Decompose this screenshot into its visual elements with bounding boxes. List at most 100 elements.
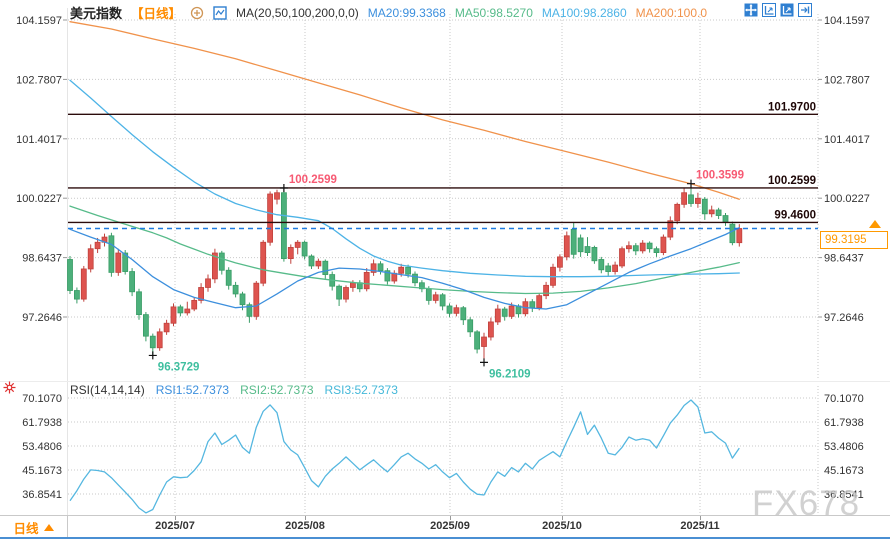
candle-body — [398, 266, 405, 274]
ma-indicator-icon[interactable] — [213, 5, 227, 20]
candle-body — [453, 307, 460, 314]
candle-body — [384, 270, 391, 282]
candle-body — [260, 241, 267, 284]
rsi-tick-right: 36.8541 — [824, 489, 864, 501]
date-tick — [450, 516, 451, 520]
extreme-marker — [148, 351, 157, 360]
ma50-value: MA50:98.5270 — [454, 5, 533, 20]
candle-body — [412, 273, 418, 284]
candle-body — [660, 236, 667, 253]
candle-body — [115, 252, 122, 273]
candle-body — [543, 284, 549, 297]
price-tick-right: 104.1597 — [824, 15, 870, 27]
candle-body — [646, 242, 653, 250]
rsi-tick-left: 61.7938 — [22, 417, 62, 429]
axis-scale-icon[interactable] — [780, 3, 794, 17]
candle-body — [239, 293, 246, 306]
crosshair-move-icon[interactable] — [744, 3, 758, 17]
low-annotation-label: 96.2109 — [489, 368, 531, 380]
ma20-value: MA20:99.3368 — [367, 5, 446, 20]
rsi-line — [69, 399, 740, 514]
date-tick — [175, 516, 176, 520]
candle-body — [701, 198, 708, 215]
period-selector[interactable]: 日线 — [0, 516, 68, 538]
candle-body — [418, 282, 425, 290]
rsi3-value: RSI3:52.7373 — [324, 383, 398, 397]
price-tick-right: 101.4017 — [824, 134, 870, 146]
candle-body — [715, 209, 722, 216]
rsi-tick-left: 70.1070 — [22, 393, 62, 405]
candle-body — [405, 266, 412, 275]
candle-body — [598, 259, 605, 271]
candle-body — [267, 193, 274, 243]
candle-body — [446, 305, 453, 314]
candle-body — [142, 314, 149, 337]
high-annotation-label: 100.3599 — [696, 170, 744, 182]
candle-body — [370, 263, 377, 273]
rsi-tick-right: 61.7938 — [824, 417, 864, 429]
candle-body — [232, 284, 239, 295]
candle-body — [722, 215, 729, 223]
ma100-value: MA100:98.2860 — [541, 5, 627, 20]
ma50-line — [69, 205, 740, 295]
candle-body — [639, 242, 646, 252]
candle-body — [349, 282, 356, 288]
price-tick-left: 98.6437 — [22, 253, 62, 265]
chart-toolbar — [744, 3, 812, 17]
candle-body — [218, 252, 225, 271]
candle-body — [632, 245, 639, 252]
candle-body — [729, 223, 736, 244]
indicator-settings-icon[interactable] — [190, 6, 204, 20]
candle-body — [343, 287, 349, 300]
pop-out-icon[interactable] — [798, 3, 812, 17]
ma20-line — [69, 227, 740, 310]
bottom-accent-line — [0, 537, 890, 539]
candle-body — [287, 247, 294, 260]
date-label: 2025/10 — [542, 520, 582, 532]
candle-body — [584, 246, 591, 253]
candle-body — [695, 197, 701, 204]
candle-body — [253, 282, 260, 317]
candle-body — [736, 228, 743, 244]
candle-body — [536, 295, 543, 309]
price-tick-right: 102.7807 — [824, 74, 870, 86]
interval-label: 【日线】 — [131, 7, 182, 21]
candle-body — [688, 194, 694, 204]
price-level-label: 100.2599 — [768, 175, 816, 187]
price-tick-left: 100.0227 — [16, 193, 62, 205]
rsi-tick-right: 70.1070 — [824, 393, 864, 405]
axis-range-icon[interactable] — [762, 3, 776, 17]
price-up-arrow-icon — [869, 220, 881, 228]
candle-body — [294, 241, 301, 248]
instrument-title: 美元指数 — [70, 6, 123, 21]
price-level-label: 101.9700 — [768, 101, 816, 113]
candle-body — [280, 192, 287, 260]
candle-body — [377, 263, 384, 272]
ma200-line — [69, 21, 740, 200]
candle-body — [177, 306, 184, 314]
candle-body — [246, 304, 253, 317]
price-level-label: 99.4600 — [774, 209, 816, 221]
date-label: 2025/07 — [155, 520, 195, 532]
candle-body — [460, 307, 467, 321]
candle-body — [481, 336, 487, 347]
period-dropdown-icon — [43, 523, 54, 531]
candle-body — [108, 235, 115, 273]
price-tick-left: 101.4017 — [16, 134, 62, 146]
candle-body — [67, 259, 73, 291]
price-tick-right: 97.2646 — [824, 312, 864, 324]
rsi-tick-left: 53.4806 — [22, 441, 62, 453]
candle-body — [301, 241, 308, 257]
date-tick — [305, 516, 306, 520]
candle-body — [612, 264, 618, 272]
extreme-marker — [480, 358, 488, 367]
rsi2-value: RSI2:52.7373 — [240, 383, 314, 397]
rsi-indicator-icon[interactable] — [2, 380, 17, 400]
extreme-marker — [279, 183, 288, 192]
ma-settings-label: MA(20,50,100,200,0,0) — [236, 5, 359, 20]
candle-body — [494, 308, 501, 323]
candle-body — [156, 331, 163, 349]
price-tick-right: 100.0227 — [824, 193, 870, 205]
